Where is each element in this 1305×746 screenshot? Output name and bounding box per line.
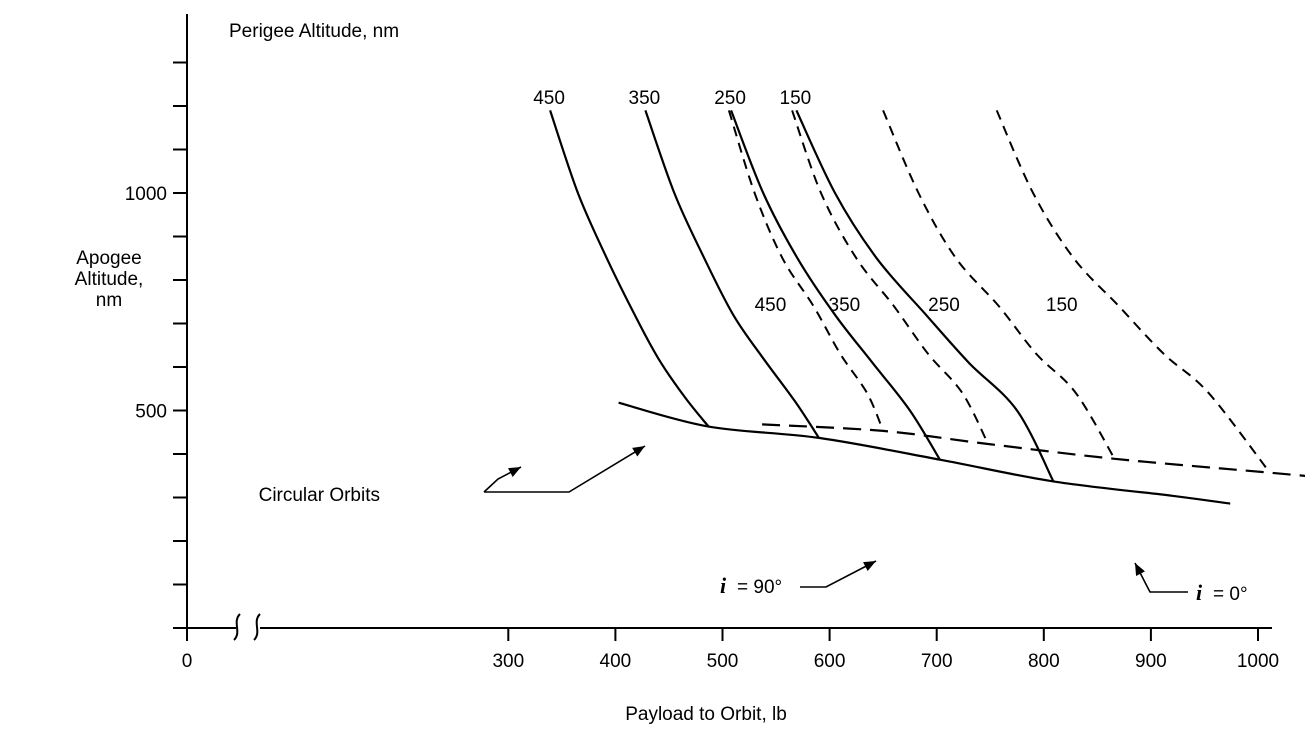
x-tick-label: 400 [600, 651, 632, 672]
y-axis-title-line-1: Apogee [76, 248, 142, 269]
y-axis-title-line-2: Altitude, [75, 269, 144, 290]
i0-perigee-250-label: 250 [928, 295, 960, 316]
i90-perigee-350-label: 350 [629, 88, 661, 109]
i90-perigee-350-curve [644, 110, 820, 439]
incl-0-leader [1134, 562, 1188, 593]
circular-orbits-90-line [618, 401, 1231, 505]
x-tick-label: 300 [492, 651, 524, 672]
y-axis-title-line-3: nm [96, 290, 122, 311]
i0-perigee-150-curve [995, 109, 1271, 474]
i90-perigee-450-curve [549, 110, 710, 428]
axes [173, 14, 1272, 641]
i90-perigee-250-curve [730, 110, 941, 461]
x-tick-label: 900 [1135, 651, 1167, 672]
x-tick-label: 1000 [1237, 651, 1279, 672]
inclination-0-label: = 0° [1213, 584, 1248, 605]
circular-orbits-arrowhead-0 [632, 446, 645, 457]
i90-perigee-250-label: 250 [714, 88, 746, 109]
axis-break-mark-left [233, 613, 241, 641]
i0-perigee-150-label: 150 [1046, 295, 1078, 316]
i0-perigee-250-curve [882, 110, 1116, 460]
circular-orbits-0-line [762, 423, 1305, 477]
inclination-0-symbol: i [1196, 580, 1203, 605]
circular-orbits-leader-0 [484, 445, 646, 493]
axis-break-mark-right [253, 613, 261, 641]
x-axis-title: Payload to Orbit, lb [625, 704, 787, 725]
inclination-90-label: = 90° [737, 577, 782, 598]
incl-0-arrowhead [1135, 563, 1145, 576]
y-tick-label: 1000 [125, 184, 167, 205]
i90-perigee-150-curve [795, 109, 1055, 482]
circular-orbits-arrowhead-90 [508, 467, 521, 477]
ticks: 500 1000 0 300 400 500 600 700 800 900 1000 [125, 61, 1279, 672]
envelope-layer [483, 401, 1305, 593]
x-tick-label: 800 [1028, 651, 1060, 672]
series-layer: 450 350 250 150 450 350 250 150 [533, 88, 1271, 482]
x-tick-label: 600 [814, 651, 846, 672]
i0-perigee-350-curve [791, 110, 989, 445]
y-tick-label: 500 [135, 402, 167, 423]
annotation-layer: Perigee Altitude, nm Payload to Orbit, l… [75, 21, 1248, 725]
i0-perigee-450-curve [727, 110, 885, 432]
x-tick-label: 0 [182, 651, 193, 672]
incl-90-leader [800, 560, 877, 588]
incl-90-arrowhead [863, 561, 876, 571]
i90-perigee-150-label: 150 [780, 88, 812, 109]
x-tick-label: 700 [921, 651, 953, 672]
circular-orbits-label: Circular Orbits [259, 485, 380, 506]
inclination-90-symbol: i [720, 573, 727, 598]
i0-perigee-350-label: 350 [829, 295, 861, 316]
x-tick-label: 500 [707, 651, 739, 672]
perigee-header: Perigee Altitude, nm [229, 21, 399, 42]
i0-perigee-450-label: 450 [755, 295, 787, 316]
i90-perigee-450-label: 450 [533, 88, 565, 109]
